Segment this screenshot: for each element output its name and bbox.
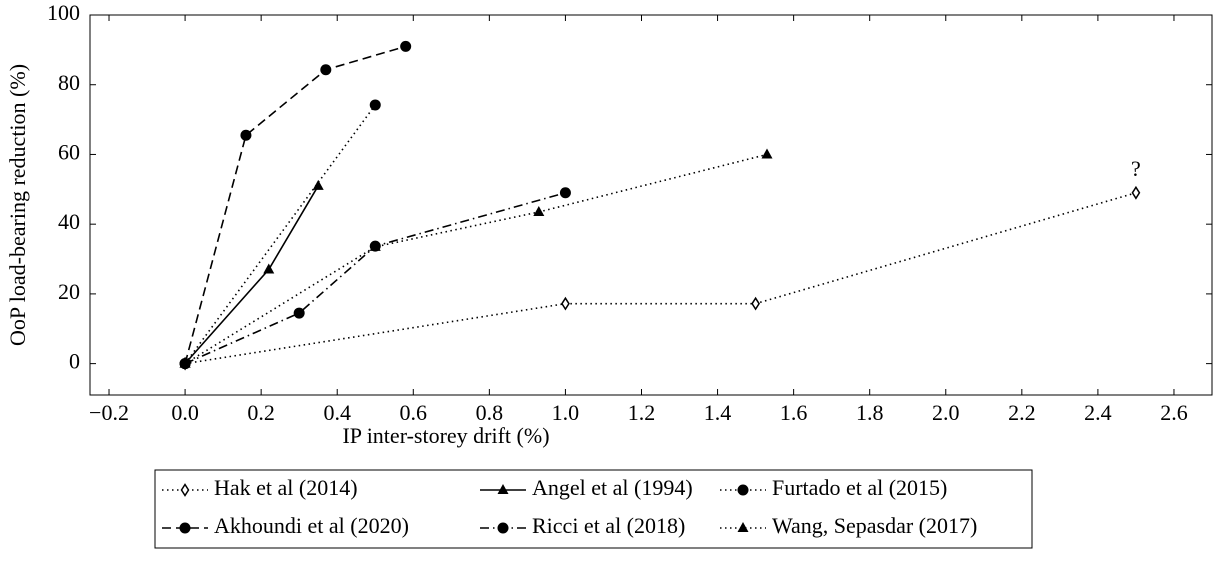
x-tick-label: −0.2	[89, 400, 129, 425]
marker	[561, 296, 570, 311]
x-tick-label: 1.8	[856, 400, 884, 425]
y-axis-label: OoP load-bearing reduction (%)	[5, 64, 30, 346]
x-tick-label: 2.2	[1008, 400, 1036, 425]
marker	[312, 179, 324, 190]
x-tick-label: 0.6	[400, 400, 428, 425]
marker	[400, 40, 412, 52]
marker	[737, 522, 749, 532]
series-line	[184, 192, 1137, 365]
marker	[497, 484, 509, 494]
y-tick-label: 40	[58, 209, 80, 234]
x-tick-label: 0.2	[247, 400, 275, 425]
series-line	[184, 192, 566, 365]
y-tick-label: 80	[58, 70, 80, 95]
x-tick-label: 1.4	[704, 400, 732, 425]
plot-frame	[89, 14, 1213, 396]
x-axis-label: IP inter-storey drift (%)	[342, 423, 549, 448]
legend-label: Angel et al (1994)	[532, 475, 693, 500]
y-tick-label: 0	[69, 349, 80, 374]
x-tick-label: 0.4	[323, 400, 351, 425]
marker	[369, 240, 381, 251]
marker	[1131, 185, 1141, 200]
series-line	[184, 185, 319, 365]
legend-label: Akhoundi et al (2020)	[214, 513, 409, 538]
marker	[293, 307, 305, 319]
legend-label: Furtado et al (2015)	[772, 475, 947, 500]
x-tick-label: 1.2	[628, 400, 656, 425]
marker	[559, 187, 571, 199]
x-tick-label: 0.8	[476, 400, 504, 425]
marker	[320, 64, 332, 76]
marker	[179, 522, 191, 534]
y-tick-label: 20	[58, 279, 80, 304]
marker	[751, 296, 760, 311]
legend-label: Hak et al (2014)	[214, 475, 358, 500]
x-tick-label: 1.6	[780, 400, 808, 425]
y-tick-label: 100	[47, 0, 80, 25]
marker	[263, 263, 275, 274]
x-tick-label: 0.0	[171, 400, 199, 425]
marker	[179, 357, 191, 368]
marker	[180, 483, 190, 497]
marker	[497, 522, 509, 534]
legend: Hak et al (2014) Angel et al (1994) Furtad…	[154, 469, 1033, 549]
series-line	[184, 104, 376, 365]
marker	[240, 129, 252, 141]
y-tick-label: 60	[58, 139, 80, 164]
marker	[533, 205, 545, 216]
series-line	[184, 45, 406, 364]
legend-label: Wang, Sepasdar (2017)	[772, 513, 977, 538]
marker	[369, 99, 381, 111]
x-tick-label: 2.0	[932, 400, 960, 425]
series-line	[184, 153, 768, 365]
annotation: ?	[1131, 156, 1141, 181]
legend-box	[154, 469, 1033, 549]
marker	[737, 484, 749, 496]
x-tick-label: 2.6	[1160, 400, 1188, 425]
marker	[761, 148, 773, 159]
x-tick-label: 2.4	[1084, 400, 1112, 425]
legend-label: Ricci et al (2018)	[532, 513, 685, 538]
x-tick-label: 1.0	[552, 400, 580, 425]
